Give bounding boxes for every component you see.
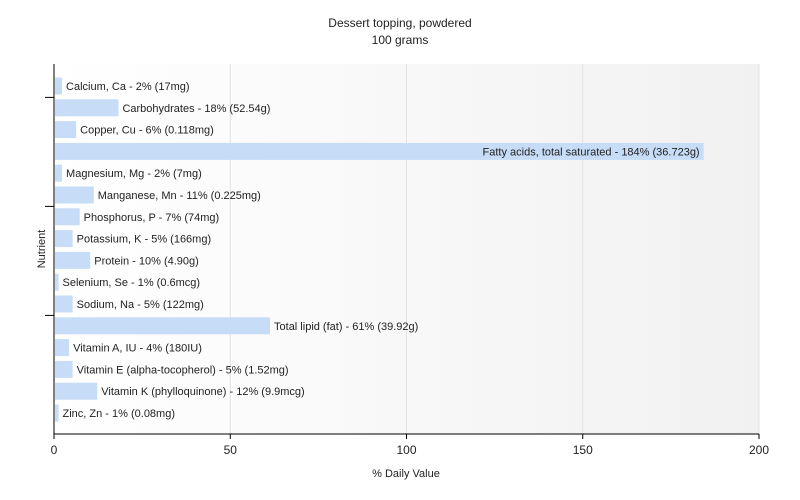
bar bbox=[55, 360, 73, 378]
bar bbox=[55, 99, 119, 117]
bar-label: Calcium, Ca - 2% (17mg) bbox=[66, 81, 189, 93]
x-tick-label: 100 bbox=[396, 443, 416, 457]
bar-label: Potassium, K - 5% (166mg) bbox=[77, 234, 212, 246]
bar-label: Magnesium, Mg - 2% (7mg) bbox=[66, 168, 202, 180]
bar-label: Fatty acids, total saturated - 184% (36.… bbox=[483, 146, 700, 158]
bar bbox=[55, 142, 704, 160]
bar bbox=[55, 186, 94, 204]
y-axis-label: Nutrient bbox=[36, 230, 48, 269]
bar bbox=[55, 339, 70, 357]
bar bbox=[55, 295, 73, 313]
bar-label: Carbohydrates - 18% (52.54g) bbox=[122, 103, 270, 115]
bar-label: Copper, Cu - 6% (0.118mg) bbox=[80, 125, 214, 137]
bar bbox=[55, 208, 80, 226]
bar-label: Vitamin K (phylloquinone) - 12% (9.9mcg) bbox=[101, 386, 304, 398]
bar bbox=[55, 230, 73, 248]
chart-title: Dessert topping, powdered bbox=[328, 16, 471, 30]
x-tick-label: 150 bbox=[573, 443, 593, 457]
bar bbox=[55, 251, 91, 269]
bar-label: Manganese, Mn - 11% (0.225mg) bbox=[98, 190, 261, 202]
x-tick-label: 200 bbox=[749, 443, 769, 457]
bar-label: Zinc, Zn - 1% (0.08mg) bbox=[63, 408, 175, 420]
bar bbox=[55, 317, 271, 335]
bar bbox=[55, 77, 63, 95]
bar bbox=[55, 404, 59, 422]
x-tick-label: 0 bbox=[51, 443, 58, 457]
bar-label: Selenium, Se - 1% (0.6mcg) bbox=[63, 277, 201, 289]
bar bbox=[55, 382, 98, 400]
bar-label: Vitamin E (alpha-tocopherol) - 5% (1.52m… bbox=[77, 364, 289, 376]
bar bbox=[55, 121, 77, 139]
chart-subtitle: 100 grams bbox=[372, 33, 429, 47]
bar-label: Phosphorus, P - 7% (74mg) bbox=[84, 212, 220, 224]
bar-label: Total lipid (fat) - 61% (39.92g) bbox=[274, 321, 418, 333]
bar-label: Protein - 10% (4.90g) bbox=[94, 255, 199, 267]
bar-label: Sodium, Na - 5% (122mg) bbox=[77, 299, 204, 311]
bar-label: Vitamin A, IU - 4% (180IU) bbox=[73, 343, 202, 355]
bar bbox=[55, 273, 59, 291]
x-axis-label: % Daily Value bbox=[372, 468, 440, 480]
x-tick-label: 50 bbox=[224, 443, 238, 457]
bar bbox=[55, 164, 63, 182]
